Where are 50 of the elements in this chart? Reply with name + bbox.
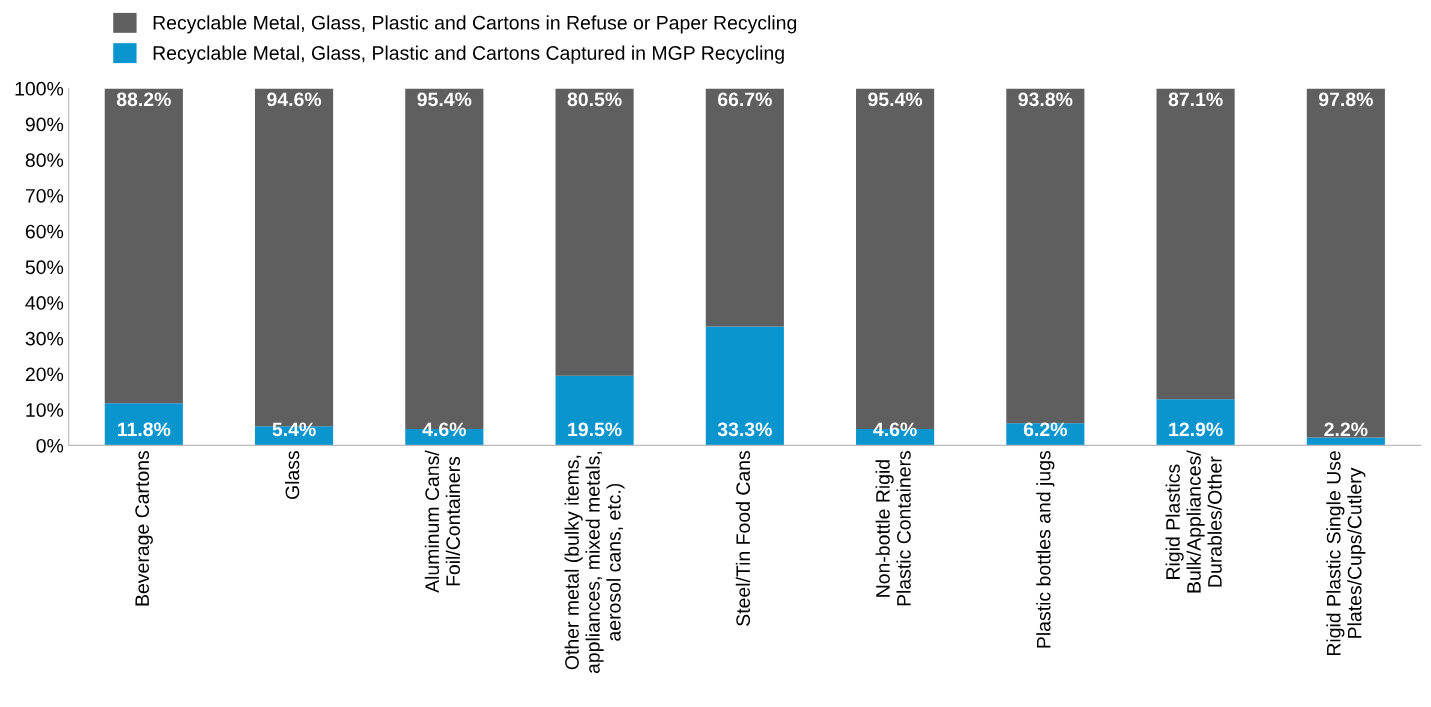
- data-label: 87.1%: [1168, 92, 1223, 107]
- bar: [705, 326, 784, 446]
- x-tick-label: Non-bottle Rigid Plastic Containers: [875, 450, 911, 606]
- y-tick-label: 50%: [25, 260, 64, 275]
- bar: [104, 88, 183, 404]
- x-tick-label: Plastic bottles and jugs: [1036, 450, 1055, 648]
- x-tick-label: Steel/Tin Food Cans: [735, 450, 751, 626]
- y-tick-label: 20%: [25, 367, 64, 382]
- data-label: 33.3%: [717, 422, 772, 437]
- data-label: 5.4%: [272, 422, 316, 437]
- data-label: 12.9%: [1169, 422, 1223, 437]
- y-tick-label: 100%: [15, 81, 64, 96]
- bar: [555, 375, 634, 446]
- y-tick-label: 80%: [25, 153, 64, 168]
- data-label: 19.5%: [568, 422, 622, 437]
- y-tick-label: 0%: [36, 438, 64, 453]
- data-label: 95.4%: [868, 92, 923, 107]
- bar: [1006, 88, 1085, 424]
- y-tick-label: 10%: [26, 403, 64, 417]
- x-tick-label: Rigid Plastics Bulk/Appliances/ Durables/Other: [1165, 450, 1222, 593]
- x-tick-label: Glass: [285, 450, 300, 499]
- data-label: 4.6%: [873, 422, 917, 437]
- data-label: 4.6%: [422, 422, 466, 437]
- bar: [1306, 88, 1385, 438]
- bar: [555, 88, 634, 376]
- y-tick-label: 40%: [25, 296, 64, 310]
- y-tick-label: 30%: [25, 331, 64, 346]
- bar: [705, 88, 784, 327]
- y-tick-label: 90%: [25, 117, 64, 132]
- data-label: 80.5%: [567, 92, 622, 107]
- x-tick-label: Beverage Cartons: [135, 450, 153, 606]
- legend-label: Recyclable Metal, Glass, Plastic and Cartons Captured in MGP Recycling: [153, 45, 784, 64]
- y-tick-label: 70%: [25, 188, 64, 203]
- x-tick-label: Aluminum Cans/ Foil/Containers: [424, 450, 461, 593]
- data-label: 2.2%: [1324, 422, 1368, 437]
- legend-label: Recyclable Metal, Glass, Plastic and Cartons in Refuse or Paper Recycling: [153, 15, 797, 34]
- bar: [104, 403, 183, 446]
- x-tick-label: Other metal (bulky items, appliances, mixed metals, aerosol cans, etc.): [564, 452, 625, 674]
- data-label: 88.2%: [116, 92, 171, 107]
- data-label: 66.7%: [717, 92, 772, 107]
- data-label: 6.2%: [1023, 422, 1067, 437]
- bar: [1156, 399, 1235, 446]
- bar: [1156, 88, 1235, 400]
- data-label: 95.4%: [417, 92, 472, 107]
- data-label: 94.6%: [267, 92, 322, 107]
- x-tick-label: Rigid Plastic Single Use Plates/Cups/Cutlery: [1326, 451, 1366, 656]
- data-label: 93.8%: [1018, 92, 1073, 107]
- data-label: 97.8%: [1318, 92, 1373, 107]
- data-label: 11.8%: [118, 422, 171, 437]
- y-tick-label: 60%: [25, 224, 64, 239]
